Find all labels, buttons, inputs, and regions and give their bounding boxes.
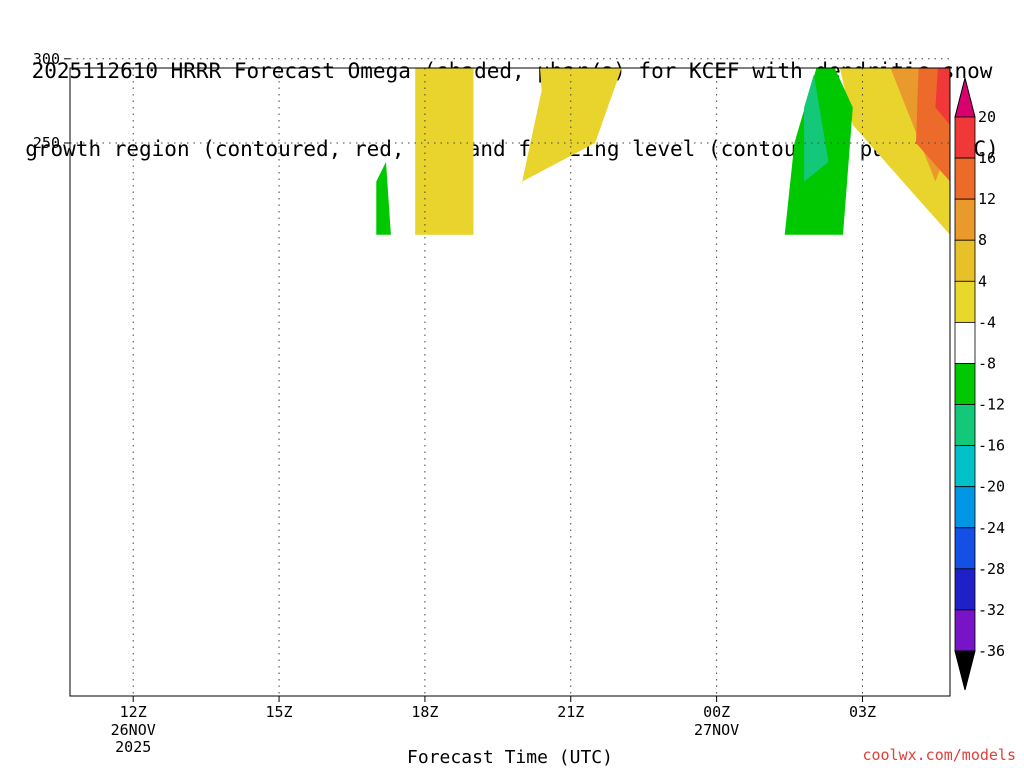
colorbar-top-arrow [954, 77, 976, 118]
colorbar-label: -8 [978, 354, 996, 372]
y-axis: 2503003504004505005506006507007508008509… [33, 50, 70, 152]
omega-region [415, 68, 474, 235]
x-tick-label: 03Z [849, 703, 876, 721]
omega-shading [114, 0, 950, 235]
colorbar-swatch [954, 321, 976, 364]
colorbar-swatch [954, 280, 976, 323]
x-tick-label: 15Z [266, 703, 293, 721]
x-tick-label: 18Z [411, 703, 438, 721]
colorbar-label: 20 [978, 108, 996, 126]
omega-region [935, 68, 950, 125]
colorbar-swatch [954, 445, 976, 488]
y-tick-label: 250 [33, 134, 60, 152]
colorbar-label: -12 [978, 396, 1005, 414]
x-axis-title: Forecast Time (UTC) [407, 747, 613, 768]
omega-region [804, 74, 829, 182]
x-tick-label: 21Z [557, 703, 584, 721]
grid-lines [70, 58, 950, 696]
colorbar-label: 12 [978, 190, 996, 208]
colorbar-swatch [954, 404, 976, 447]
colorbar-label: -36 [978, 642, 1005, 660]
colorbar-label: -4 [978, 313, 996, 331]
colorbar-label: -24 [978, 519, 1005, 537]
colorbar: 20 16 12 8 4 -4 -8 -12 -16 -20 -24 -28 -32 -36 [954, 77, 1005, 691]
colorbar-label: -20 [978, 478, 1005, 496]
credit-link[interactable]: coolwx.com/models [862, 746, 1016, 764]
colorbar-label: 8 [978, 231, 987, 249]
omega-region [522, 68, 622, 182]
colorbar-swatch [954, 363, 976, 405]
colorbar-swatch [954, 527, 976, 570]
colorbar-swatch [954, 568, 976, 611]
omega-region [376, 161, 391, 235]
y-tick-label: 300 [33, 50, 60, 68]
colorbar-label: 4 [978, 272, 987, 290]
colorbar-swatch [954, 486, 976, 529]
x-tick-label: 00Z [703, 703, 730, 721]
plot-frame [69, 67, 951, 697]
colorbar-label: -32 [978, 601, 1005, 619]
x-tick-label: 12Z [120, 703, 147, 721]
omega-region [114, 0, 148, 59]
colorbar-label: 16 [978, 149, 996, 167]
x-tick-label: 2025 [115, 738, 151, 756]
x-tick-label: 26NOV [111, 721, 156, 739]
colorbar-swatch [954, 157, 976, 200]
colorbar-label: -28 [978, 560, 1005, 578]
colorbar-swatch [954, 609, 976, 652]
x-tick-label: 27NOV [694, 721, 739, 739]
colorbar-swatch [954, 198, 976, 241]
omega-region [303, 0, 352, 1]
colorbar-swatch [954, 116, 976, 159]
colorbar-swatch [954, 239, 976, 282]
colorbar-bottom-arrow [954, 650, 976, 691]
colorbar-label: -16 [978, 437, 1005, 455]
